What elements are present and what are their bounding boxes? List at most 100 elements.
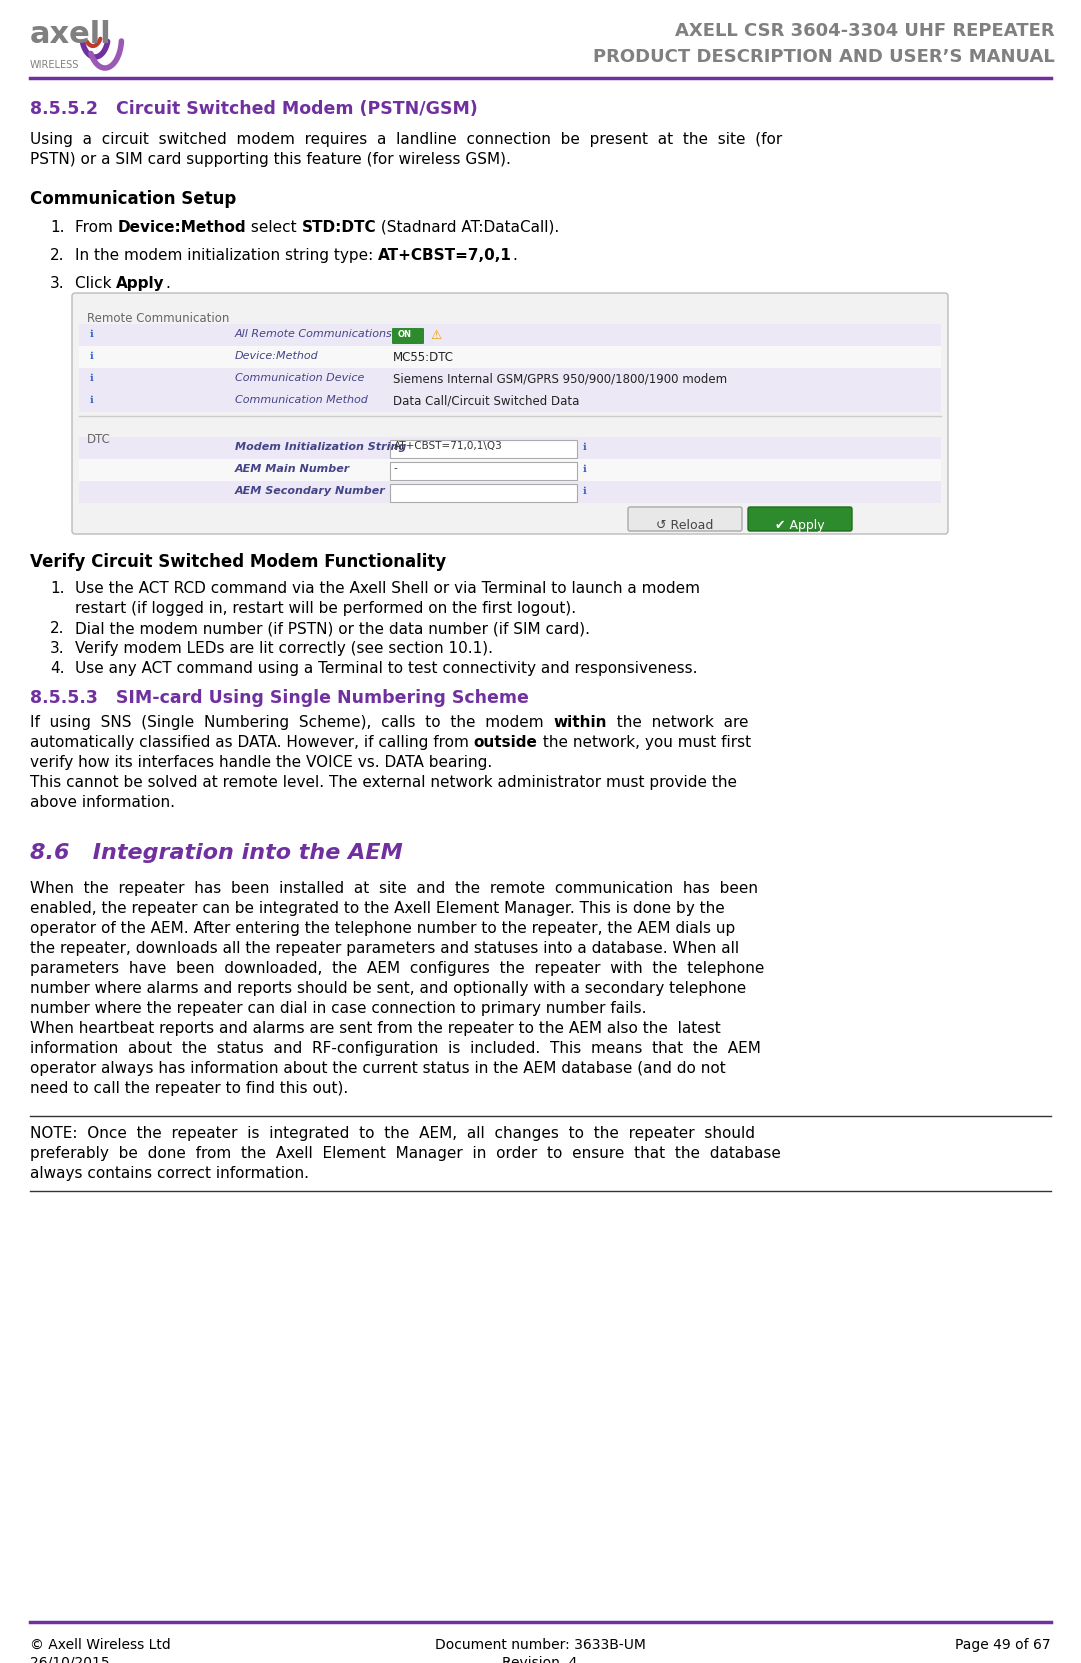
Text: 3.: 3. xyxy=(50,640,65,655)
Bar xyxy=(79,481,940,502)
Text: AEM Main Number: AEM Main Number xyxy=(235,464,350,474)
Text: When heartbeat reports and alarms are sent from the repeater to the AEM also the: When heartbeat reports and alarms are se… xyxy=(30,1021,721,1036)
Text: ✔ Apply: ✔ Apply xyxy=(775,519,825,532)
Text: the repeater, downloads all the repeater parameters and statuses into a database: the repeater, downloads all the repeater… xyxy=(30,941,739,956)
Text: operator always has information about the current status in the AEM database (an: operator always has information about th… xyxy=(30,1061,725,1076)
Text: If  using  SNS  (Single  Numbering  Scheme),  calls  to  the  modem: If using SNS (Single Numbering Scheme), … xyxy=(30,715,553,730)
Text: ℹ: ℹ xyxy=(90,373,94,382)
Text: 2.: 2. xyxy=(50,248,65,263)
Text: axell: axell xyxy=(30,20,111,48)
Text: Device:Method: Device:Method xyxy=(235,351,319,361)
Text: information  about  the  status  and  RF-configuration  is  included.  This  mea: information about the status and RF-conf… xyxy=(30,1041,761,1056)
Text: restart (if logged in, restart will be performed on the first logout).: restart (if logged in, restart will be p… xyxy=(75,600,576,615)
Text: Apply: Apply xyxy=(117,276,165,291)
Text: ℹ: ℹ xyxy=(583,486,587,496)
Text: always contains correct information.: always contains correct information. xyxy=(30,1166,309,1181)
Text: Siemens Internal GSM/GPRS 950/900/1800/1900 modem: Siemens Internal GSM/GPRS 950/900/1800/1… xyxy=(393,373,728,386)
Text: Verify modem LEDs are lit correctly (see section 10.1).: Verify modem LEDs are lit correctly (see… xyxy=(75,640,493,655)
Text: automatically classified as DATA. However, if calling from: automatically classified as DATA. Howeve… xyxy=(30,735,473,750)
Text: AEM Secondary Number: AEM Secondary Number xyxy=(235,486,386,496)
Text: PSTN) or a SIM card supporting this feature (for wireless GSM).: PSTN) or a SIM card supporting this feat… xyxy=(30,151,511,166)
Text: ℹ: ℹ xyxy=(90,351,94,361)
FancyBboxPatch shape xyxy=(390,441,577,457)
Text: Modem Initialization String: Modem Initialization String xyxy=(235,442,406,452)
Text: within: within xyxy=(553,715,606,730)
Text: PRODUCT DESCRIPTION AND USER’S MANUAL: PRODUCT DESCRIPTION AND USER’S MANUAL xyxy=(593,48,1055,67)
Bar xyxy=(79,437,940,459)
Text: the  network  are: the network are xyxy=(606,715,748,730)
Text: From: From xyxy=(75,220,118,234)
Text: Dial the modem number (if PSTN) or the data number (if SIM card).: Dial the modem number (if PSTN) or the d… xyxy=(75,620,590,635)
Text: Click: Click xyxy=(75,276,117,291)
Bar xyxy=(79,391,940,412)
Text: .: . xyxy=(512,248,517,263)
Text: ↺ Reload: ↺ Reload xyxy=(656,519,713,532)
Text: preferably  be  done  from  the  Axell  Element  Manager  in  order  to  ensure : preferably be done from the Axell Elemen… xyxy=(30,1146,780,1161)
Text: Use the ACT RCD command via the Axell Shell or via Terminal to launch a modem: Use the ACT RCD command via the Axell Sh… xyxy=(75,580,700,595)
Text: 8.6   Integration into the AEM: 8.6 Integration into the AEM xyxy=(30,843,403,863)
Text: 2.: 2. xyxy=(50,620,65,635)
Text: Remote Communication: Remote Communication xyxy=(86,313,229,324)
Text: AXELL CSR 3604-3304 UHF REPEATER: AXELL CSR 3604-3304 UHF REPEATER xyxy=(676,22,1055,40)
Text: Communication Method: Communication Method xyxy=(235,396,368,406)
Text: All Remote Communications: All Remote Communications xyxy=(235,329,392,339)
Text: operator of the AEM. After entering the telephone number to the repeater, the AE: operator of the AEM. After entering the … xyxy=(30,921,735,936)
Text: NOTE:  Once  the  repeater  is  integrated  to  the  AEM,  all  changes  to  the: NOTE: Once the repeater is integrated to… xyxy=(30,1126,755,1141)
Text: parameters  have  been  downloaded,  the  AEM  configures  the  repeater  with  : parameters have been downloaded, the AEM… xyxy=(30,961,764,976)
Text: AT+CBST=7,0,1: AT+CBST=7,0,1 xyxy=(378,248,512,263)
Text: Communication Setup: Communication Setup xyxy=(30,190,237,208)
Text: select: select xyxy=(246,220,302,234)
Text: Use any ACT command using a Terminal to test connectivity and responsiveness.: Use any ACT command using a Terminal to … xyxy=(75,660,697,675)
Text: Device:Method: Device:Method xyxy=(118,220,246,234)
Text: 8.5.5.3   SIM-card Using Single Numbering Scheme: 8.5.5.3 SIM-card Using Single Numbering … xyxy=(30,688,529,707)
Text: WIRELESS: WIRELESS xyxy=(30,60,79,70)
Text: number where the repeater can dial in case connection to primary number fails.: number where the repeater can dial in ca… xyxy=(30,1001,646,1016)
Text: 8.5.5.2   Circuit Switched Modem (PSTN/GSM): 8.5.5.2 Circuit Switched Modem (PSTN/GSM… xyxy=(30,100,478,118)
Text: © Axell Wireless Ltd: © Axell Wireless Ltd xyxy=(30,1638,171,1651)
Text: ℹ: ℹ xyxy=(583,442,587,452)
Bar xyxy=(79,459,940,481)
Bar xyxy=(79,346,940,368)
Text: ⚠: ⚠ xyxy=(430,329,441,343)
Text: number where alarms and reports should be sent, and optionally with a secondary : number where alarms and reports should b… xyxy=(30,981,746,996)
Text: Document number: 3633B-UM: Document number: 3633B-UM xyxy=(435,1638,645,1651)
Text: above information.: above information. xyxy=(30,795,175,810)
FancyBboxPatch shape xyxy=(390,462,577,481)
Text: DTC: DTC xyxy=(86,432,111,446)
Text: MC55:DTC: MC55:DTC xyxy=(393,351,454,364)
Text: ℹ: ℹ xyxy=(583,464,587,474)
Text: 26/10/2015: 26/10/2015 xyxy=(30,1656,109,1663)
Text: the network, you must first: the network, you must first xyxy=(537,735,750,750)
Text: enabled, the repeater can be integrated to the Axell Element Manager. This is do: enabled, the repeater can be integrated … xyxy=(30,901,724,916)
Text: need to call the repeater to find this out).: need to call the repeater to find this o… xyxy=(30,1081,348,1096)
Text: verify how its interfaces handle the VOICE vs. DATA bearing.: verify how its interfaces handle the VOI… xyxy=(30,755,492,770)
Text: When  the  repeater  has  been  installed  at  site  and  the  remote  communica: When the repeater has been installed at … xyxy=(30,881,758,896)
FancyBboxPatch shape xyxy=(390,484,577,502)
Text: ON: ON xyxy=(398,329,412,339)
Text: Communication Device: Communication Device xyxy=(235,373,364,382)
Text: Revision. 4: Revision. 4 xyxy=(503,1656,577,1663)
Text: ℹ: ℹ xyxy=(90,396,94,406)
FancyBboxPatch shape xyxy=(628,507,742,530)
Text: .: . xyxy=(165,276,170,291)
Text: (Stadnard AT:DataCall).: (Stadnard AT:DataCall). xyxy=(376,220,560,234)
Text: -: - xyxy=(393,462,398,472)
Text: ℹ: ℹ xyxy=(90,329,94,339)
FancyBboxPatch shape xyxy=(392,328,424,344)
Text: In the modem initialization string type:: In the modem initialization string type: xyxy=(75,248,378,263)
Bar xyxy=(79,368,940,391)
FancyBboxPatch shape xyxy=(72,293,948,534)
Text: Data Call/Circuit Switched Data: Data Call/Circuit Switched Data xyxy=(393,396,579,407)
Text: This cannot be solved at remote level. The external network administrator must p: This cannot be solved at remote level. T… xyxy=(30,775,737,790)
Text: 1.: 1. xyxy=(50,220,65,234)
Text: Verify Circuit Switched Modem Functionality: Verify Circuit Switched Modem Functional… xyxy=(30,554,446,570)
Text: 4.: 4. xyxy=(50,660,65,675)
Bar xyxy=(79,324,940,346)
Text: 3.: 3. xyxy=(50,276,65,291)
Text: AT+CBST=71,0,1\Q3: AT+CBST=71,0,1\Q3 xyxy=(393,441,503,451)
Text: STD:DTC: STD:DTC xyxy=(302,220,376,234)
Text: Using  a  circuit  switched  modem  requires  a  landline  connection  be  prese: Using a circuit switched modem requires … xyxy=(30,131,783,146)
Text: 1.: 1. xyxy=(50,580,65,595)
FancyBboxPatch shape xyxy=(748,507,852,530)
Text: outside: outside xyxy=(473,735,537,750)
